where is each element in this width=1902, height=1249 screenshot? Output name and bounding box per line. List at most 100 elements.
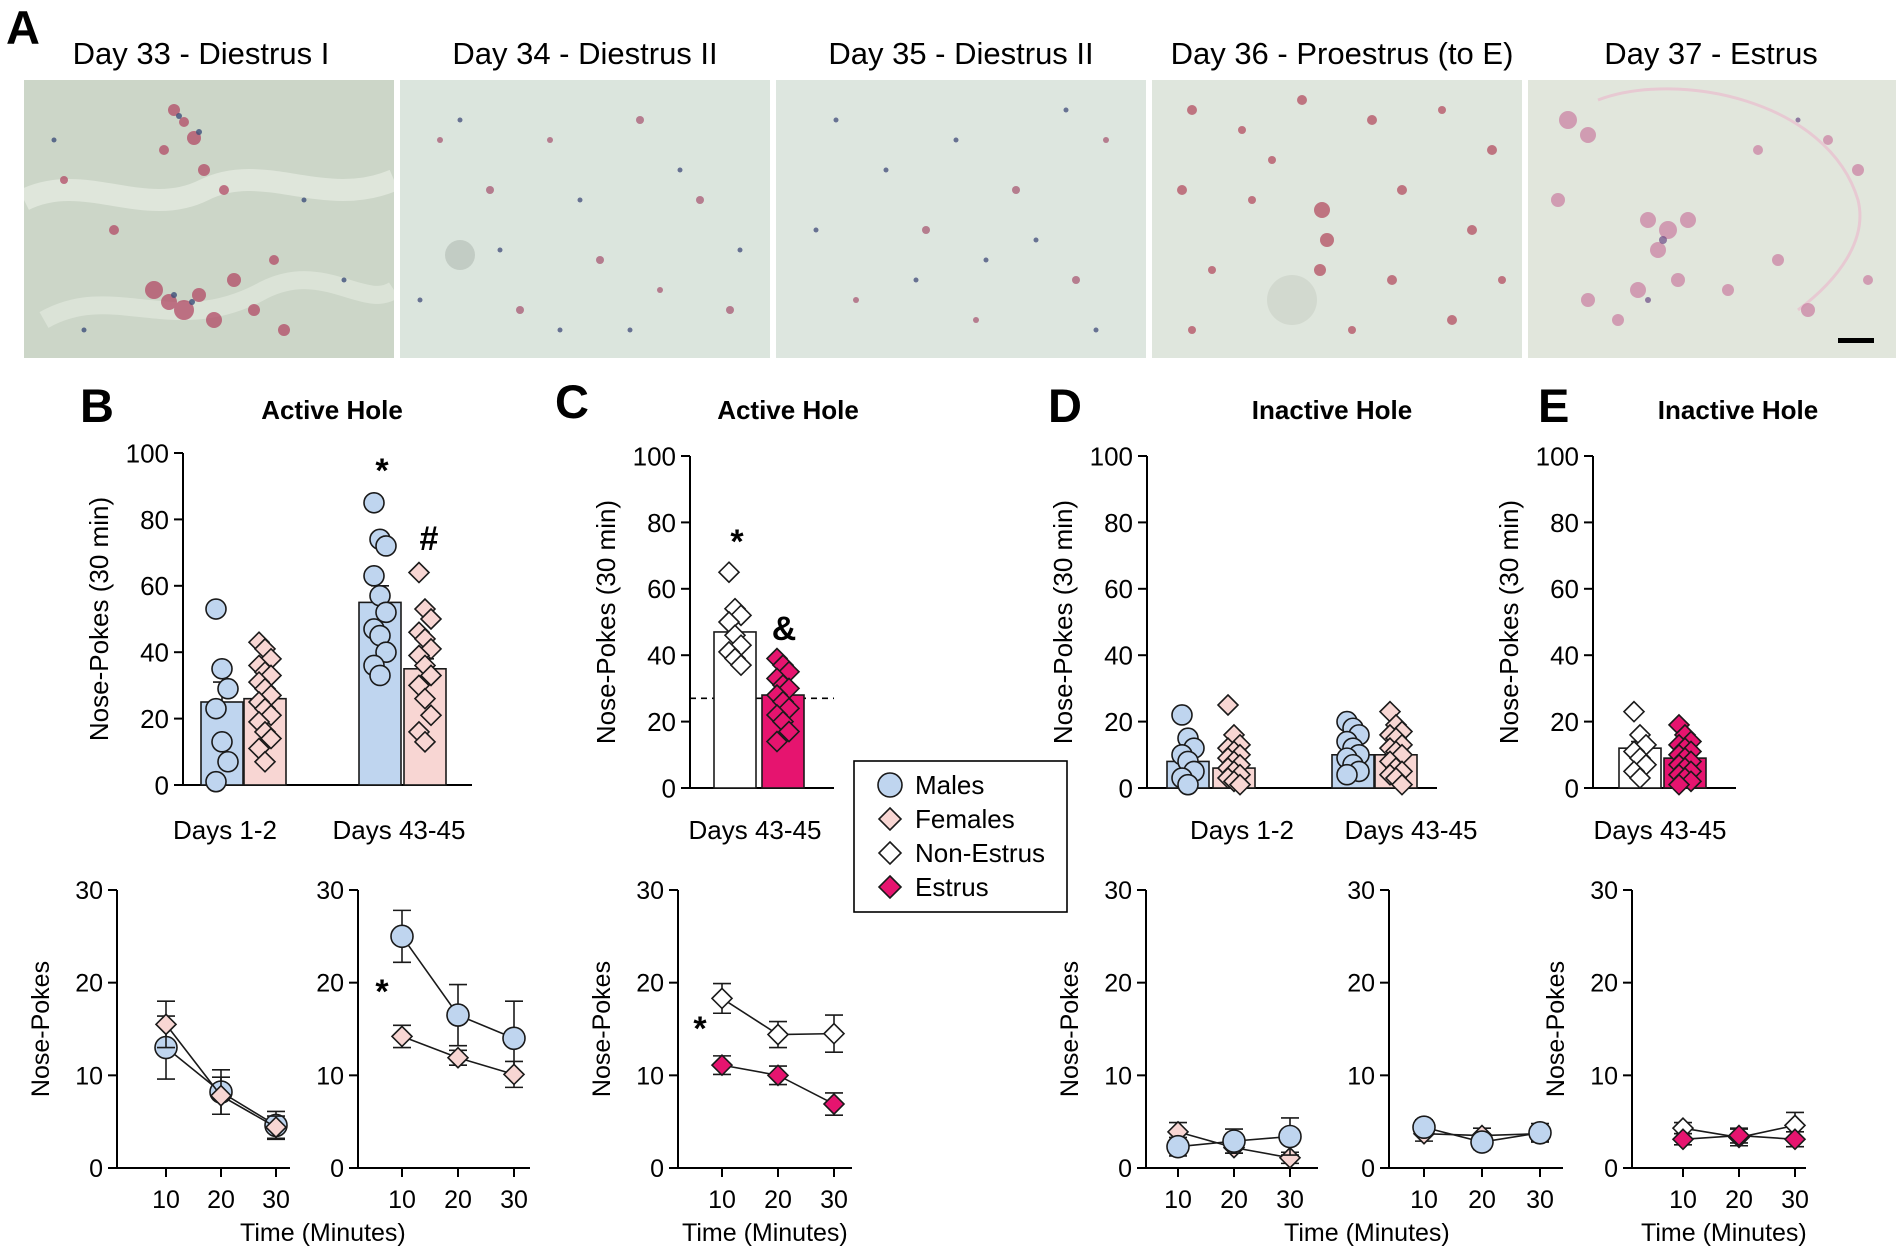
B-time-1-ytick-label-0: 0 xyxy=(89,1155,103,1183)
B-bar-ytick-label-40: 40 xyxy=(140,638,169,668)
D-time-2-point-males-20 xyxy=(1470,1130,1494,1154)
D-bar-point-males-days-1-2 xyxy=(1171,704,1193,726)
E-time-xtick-label-20: 20 xyxy=(1725,1186,1753,1214)
E-bar-ylabel: Nose-Pokes (30 min) xyxy=(1494,500,1524,744)
D-time-2-xtick-label-10: 10 xyxy=(1410,1186,1438,1214)
B-time-1-ytick-label-30: 30 xyxy=(75,877,103,905)
D-time-1-ytick-label-20: 20 xyxy=(1104,970,1132,998)
E-bar-point-non-estrus-days-43-45 xyxy=(1622,700,1646,723)
B-bar-ytick-label-60: 60 xyxy=(140,571,169,601)
D-time-1-xtick-label-10: 10 xyxy=(1164,1186,1192,1214)
B-bar-point-males-days-1-2 xyxy=(205,770,227,793)
C-time-xtick-label-20: 20 xyxy=(764,1186,792,1214)
B-time-1-point-females-10 xyxy=(154,1013,178,1036)
B-time-2-point-females-10 xyxy=(390,1025,414,1048)
B-time-2-ytick-label-30: 30 xyxy=(316,877,344,905)
legend-marker-estrus xyxy=(877,874,903,900)
C-bar-annotation-1: & xyxy=(772,610,797,648)
B-bar-point-females-days-43-45 xyxy=(419,704,443,727)
C-time-annotation-0: * xyxy=(693,1010,707,1048)
D-time-1-point-males-30 xyxy=(1278,1124,1302,1149)
B-time-2-point-males-20 xyxy=(446,1003,470,1027)
E-time-point-estrus-10 xyxy=(1671,1128,1695,1151)
C-time-point-estrus-30 xyxy=(822,1092,846,1116)
D-bar-point-females-days-43-45 xyxy=(1390,773,1414,796)
B-bar-ytick-label-20: 20 xyxy=(140,704,169,734)
E-bar-title: Inactive Hole xyxy=(1658,395,1818,425)
C-bar-ylabel: Nose-Pokes (30 min) xyxy=(591,500,621,744)
D-time-2-ytick-label-20: 20 xyxy=(1347,970,1375,998)
C-bar-annotation-0: * xyxy=(730,523,744,561)
C-bar-category-days-43-45: Days 43-45 xyxy=(689,815,822,845)
B-bar-point-females-days-43-45 xyxy=(413,730,437,753)
B-bar-point-males-days-43-45 xyxy=(375,641,397,664)
micrograph-day-36 xyxy=(1152,80,1522,358)
micrograph-day-37 xyxy=(1528,80,1896,358)
B-bar-ytick-label-80: 80 xyxy=(140,505,169,535)
D-bar-category-days-43-45: Days 43-45 xyxy=(1345,815,1478,845)
B-bar-category-days-43-45: Days 43-45 xyxy=(333,815,466,845)
B-time-1-xtick-label-30: 30 xyxy=(262,1186,290,1214)
D-time-1-xtick-label-20: 20 xyxy=(1220,1186,1248,1214)
panel-letter-d: D xyxy=(1048,379,1082,432)
B-bar-point-males-days-1-2 xyxy=(205,598,227,620)
B-time-1-ylabel: Nose-Pokes xyxy=(27,961,55,1097)
D-time-1-ylabel: Nose-Pokes xyxy=(1056,961,1084,1097)
E-time-ytick-label-10: 10 xyxy=(1590,1062,1618,1090)
micrograph-day-34 xyxy=(400,80,770,358)
E-bar-ytick-label-20: 20 xyxy=(1550,707,1579,737)
C-bar-point-non-estrus-days-43-45 xyxy=(717,561,741,584)
legend-label-females: Females xyxy=(915,804,1015,834)
D-time-1-xlabel: Time (Minutes) xyxy=(1284,1219,1450,1247)
D-bar-ytick-label-80: 80 xyxy=(1104,508,1133,538)
E-time-point-estrus-20 xyxy=(1727,1124,1751,1147)
B-time-2-point-females-20 xyxy=(446,1046,470,1069)
C-bar-title: Active Hole xyxy=(717,395,859,425)
D-bar-point-females-days-1-2 xyxy=(1228,773,1252,796)
C-bar-ytick-label-80: 80 xyxy=(647,508,676,538)
C-time-xtick-label-30: 30 xyxy=(820,1186,848,1214)
D-time-1-ytick-label-30: 30 xyxy=(1104,877,1132,905)
D-time-2-point-males-30 xyxy=(1528,1120,1552,1145)
B-time-1-xlabel: Time (Minutes) xyxy=(240,1219,406,1247)
B-time-1-ytick-label-20: 20 xyxy=(75,970,103,998)
B-time-1-point-females-20 xyxy=(209,1084,233,1107)
D-time-1-xtick-label-30: 30 xyxy=(1276,1186,1304,1214)
D-bar-ytick-label-40: 40 xyxy=(1104,641,1133,671)
C-time-point-estrus-20 xyxy=(766,1064,790,1087)
panel-letter-b: B xyxy=(80,379,114,432)
C-time-ytick-label-0: 0 xyxy=(650,1155,664,1183)
E-time-ytick-label-20: 20 xyxy=(1590,970,1618,998)
E-time-ylabel: Nose-Pokes xyxy=(1542,961,1570,1097)
E-time-point-estrus-30 xyxy=(1783,1128,1807,1151)
E-bar-ytick-label-80: 80 xyxy=(1550,508,1579,538)
D-time-2-ytick-label-10: 10 xyxy=(1347,1062,1375,1090)
legend-label-non-estrus: Non-Estrus xyxy=(915,838,1045,868)
panel-letter-e: E xyxy=(1538,379,1569,432)
B-bar-point-males-days-43-45 xyxy=(375,601,397,624)
C-bar-ytick-label-20: 20 xyxy=(647,707,676,737)
B-time-2-xtick-label-30: 30 xyxy=(500,1186,528,1214)
C-bar-ytick-label-40: 40 xyxy=(647,641,676,671)
C-time-point-non-estrus-10 xyxy=(710,987,734,1010)
B-bar-point-males-days-1-2 xyxy=(217,750,239,773)
B-bar-point-females-days-1-2 xyxy=(253,750,277,773)
image-label-day-36: Day 36 - Proestrus (to E) xyxy=(1170,36,1514,71)
B-bar-ylabel: Nose-Pokes (30 min) xyxy=(84,497,114,741)
legend-marker-females xyxy=(877,806,903,832)
B-bar-point-males-days-1-2 xyxy=(211,657,233,680)
D-time-2-xtick-label-20: 20 xyxy=(1468,1186,1496,1214)
C-time-ytick-label-30: 30 xyxy=(636,877,664,905)
B-bar-title: Active Hole xyxy=(261,395,403,425)
D-bar-category-days-1-2: Days 1-2 xyxy=(1190,815,1294,845)
B-time-1-ytick-label-10: 10 xyxy=(75,1062,103,1090)
C-bar-ytick-label-0: 0 xyxy=(662,773,676,803)
image-label-day-34: Day 34 - Diestrus II xyxy=(452,36,718,71)
B-time-2-annotation-0: * xyxy=(375,973,389,1011)
C-bar-ytick-label-60: 60 xyxy=(647,574,676,604)
D-bar-ytick-label-0: 0 xyxy=(1119,773,1133,803)
E-bar-category-days-43-45: Days 43-45 xyxy=(1594,815,1727,845)
E-bar-ytick-label-0: 0 xyxy=(1565,773,1579,803)
B-time-2-ytick-label-20: 20 xyxy=(316,970,344,998)
B-time-2-point-females-30 xyxy=(502,1063,526,1086)
